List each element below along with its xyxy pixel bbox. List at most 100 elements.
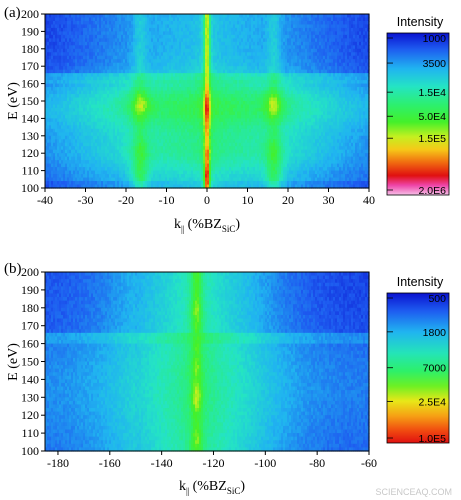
heatmap-cell (107, 14, 110, 19)
heatmap-cell (265, 52, 268, 57)
heatmap-cell (195, 62, 198, 67)
heatmap-cell (129, 48, 132, 53)
heatmap-cell (177, 69, 180, 74)
heatmap-cell (111, 27, 114, 32)
heatmap-cell (57, 59, 60, 64)
heatmap-cell (197, 62, 200, 67)
heatmap-cell (363, 41, 366, 46)
heatmap-cell (329, 45, 332, 50)
heatmap-cell (65, 55, 68, 60)
heatmap-cell (211, 45, 214, 50)
heatmap-cell (145, 41, 148, 46)
heatmap-cell (275, 20, 278, 26)
heatmap-cell (189, 52, 192, 57)
heatmap-cell (313, 69, 316, 74)
heatmap-cell (189, 14, 192, 19)
heatmap-cell (347, 66, 350, 71)
heatmap-cell (105, 34, 108, 39)
heatmap-cell (129, 66, 132, 71)
heatmap-cell (291, 59, 294, 64)
heatmap-cell (243, 20, 246, 26)
heatmap-cell (81, 14, 84, 19)
heatmap-cell (269, 24, 272, 29)
heatmap-cell (79, 73, 82, 78)
heatmap-cell (181, 34, 184, 39)
heatmap-cell (353, 69, 356, 74)
heatmap-cell (341, 55, 344, 60)
heatmap-cell (281, 45, 284, 50)
heatmap-cell (129, 45, 132, 50)
heatmap-cell (303, 55, 306, 60)
heatmap-cell (97, 38, 100, 43)
heatmap-cell (177, 41, 180, 46)
heatmap-cell (161, 17, 164, 22)
heatmap-cell (219, 27, 222, 32)
heatmap-cell (63, 62, 66, 67)
heatmap-cell (293, 45, 296, 50)
heatmap-cell (153, 69, 156, 74)
heatmap-cell (343, 14, 346, 19)
heatmap-cell (229, 31, 232, 36)
heatmap-cell (345, 20, 348, 26)
heatmap-cell (137, 27, 140, 32)
heatmap-cell (303, 24, 306, 29)
heatmap-cell (135, 62, 138, 67)
heatmap-cell (53, 52, 56, 57)
heatmap-cell (101, 34, 104, 39)
heatmap-cell (197, 48, 200, 53)
heatmap-cell (295, 14, 298, 19)
heatmap-cell (161, 31, 164, 36)
heatmap-cell (309, 38, 312, 43)
heatmap-cell (57, 20, 60, 26)
heatmap-cell (245, 17, 248, 22)
heatmap-cell (295, 31, 298, 36)
heatmap-cell (57, 66, 60, 71)
heatmap-cell (281, 73, 284, 78)
heatmap-cell (105, 27, 108, 32)
heatmap-cell (123, 52, 126, 57)
heatmap-cell (325, 62, 328, 67)
heatmap-cell (141, 27, 144, 32)
heatmap-cell (213, 20, 216, 26)
heatmap-cell (101, 27, 104, 32)
heatmap-cell (263, 20, 266, 26)
heatmap-cell (219, 48, 222, 53)
heatmap-cell (151, 76, 154, 81)
heatmap-cell (323, 48, 326, 53)
heatmap-cell (47, 27, 50, 32)
heatmap-cell (59, 14, 62, 19)
heatmap-cell (225, 48, 228, 53)
heatmap-cell (165, 69, 168, 74)
heatmap-cell (243, 59, 246, 64)
heatmap-cell (227, 69, 230, 74)
heatmap-cell (195, 38, 198, 43)
heatmap-cell (327, 20, 330, 26)
heatmap-cell (111, 59, 114, 64)
heatmap-cell (129, 73, 132, 78)
heatmap-cell (301, 59, 304, 64)
heatmap-cell (225, 62, 228, 67)
heatmap-cell (63, 41, 66, 46)
heatmap-cell (141, 20, 144, 26)
heatmap-cell (341, 24, 344, 29)
heatmap-cell (227, 14, 230, 19)
heatmap-cell (275, 34, 278, 39)
heatmap-cell (291, 31, 294, 36)
heatmap-cell (247, 31, 250, 36)
heatmap-cell (199, 34, 202, 39)
heatmap-cell (279, 52, 282, 57)
heatmap-cell (95, 62, 98, 67)
heatmap-cell (281, 20, 284, 26)
heatmap-cell (49, 76, 52, 81)
heatmap-cell (75, 62, 78, 67)
heatmap-cell (275, 52, 278, 57)
heatmap-cell (47, 59, 50, 64)
heatmap-cell (131, 45, 134, 50)
heatmap-cell (363, 27, 366, 32)
heatmap-cell (51, 14, 54, 19)
heatmap-cell (153, 73, 156, 78)
heatmap-cell (241, 38, 244, 43)
heatmap-cell (183, 55, 186, 60)
heatmap-cell (155, 38, 158, 43)
heatmap-cell (229, 27, 232, 32)
